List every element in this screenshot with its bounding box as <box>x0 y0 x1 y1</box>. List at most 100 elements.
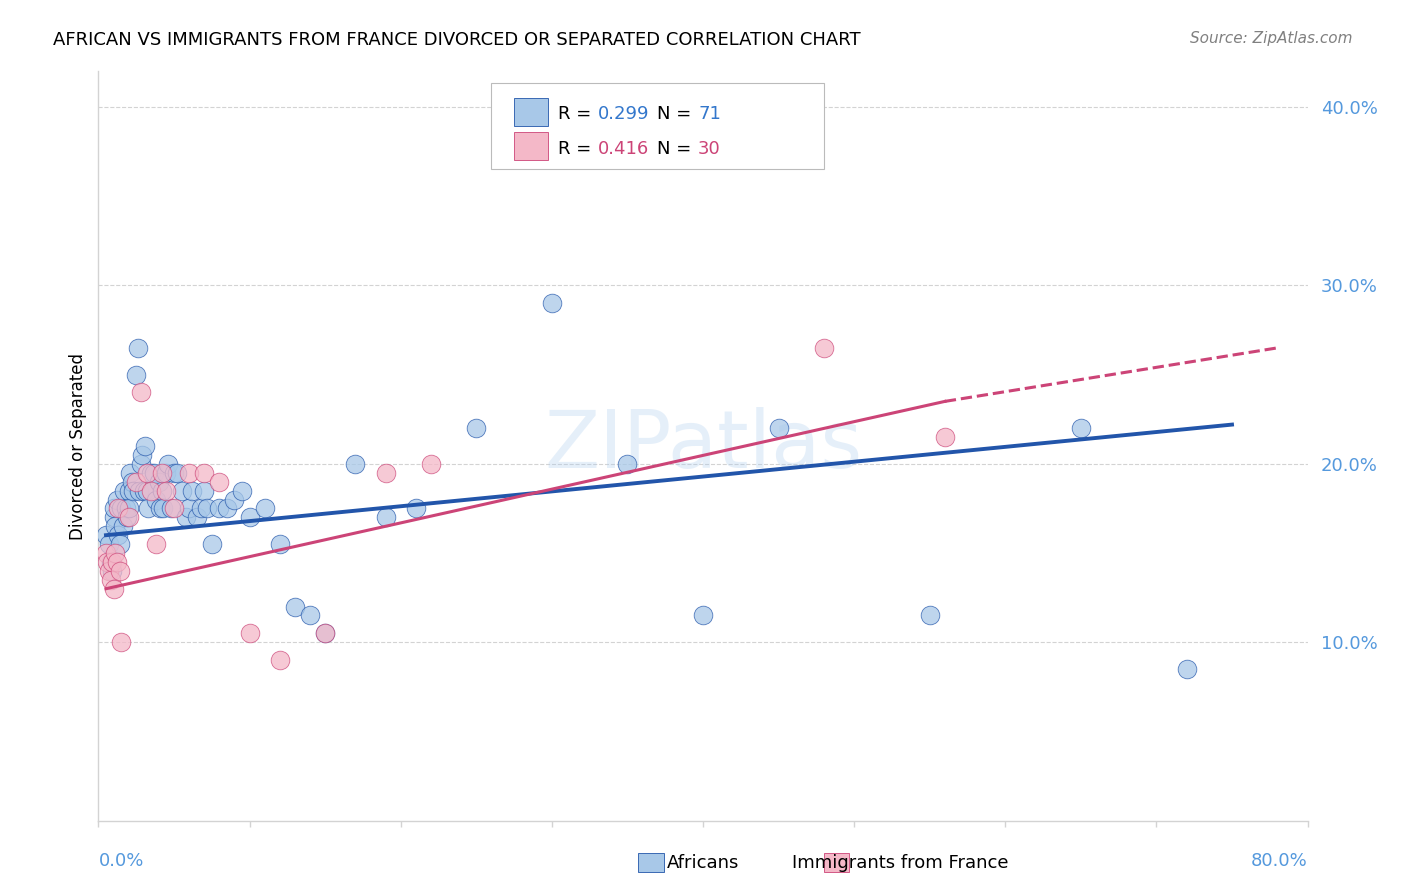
FancyBboxPatch shape <box>492 83 824 169</box>
Point <box>118 510 141 524</box>
FancyBboxPatch shape <box>515 97 548 126</box>
Text: 80.0%: 80.0% <box>1251 852 1308 870</box>
Point <box>94 528 117 542</box>
Point <box>768 421 790 435</box>
Text: 0.0%: 0.0% <box>98 852 143 870</box>
Point <box>156 457 179 471</box>
Point <box>174 510 197 524</box>
Point <box>110 501 132 516</box>
Point <box>148 475 170 489</box>
Text: N =: N = <box>657 105 697 123</box>
FancyBboxPatch shape <box>824 853 849 872</box>
FancyBboxPatch shape <box>638 853 664 872</box>
Point <box>150 483 173 498</box>
Point <box>101 555 124 569</box>
Point <box>145 492 167 507</box>
Point <box>104 546 127 560</box>
Point <box>128 483 150 498</box>
Point <box>231 483 253 498</box>
Point <box>111 519 134 533</box>
Point <box>96 555 118 569</box>
Point <box>141 483 163 498</box>
Point <box>107 501 129 516</box>
Point <box>163 501 186 516</box>
Point <box>149 501 172 516</box>
Point <box>100 573 122 587</box>
Point <box>201 537 224 551</box>
Point <box>253 501 276 516</box>
Point <box>374 466 396 480</box>
Point <box>101 564 124 578</box>
Point <box>269 537 291 551</box>
Point <box>208 501 231 516</box>
Text: 71: 71 <box>699 105 721 123</box>
Point <box>195 501 218 516</box>
Point <box>344 457 367 471</box>
Point <box>125 475 148 489</box>
Point <box>108 564 131 578</box>
Text: 30: 30 <box>699 139 721 158</box>
Point <box>181 483 204 498</box>
Point <box>136 501 159 516</box>
Point <box>166 466 188 480</box>
Point <box>813 341 835 355</box>
Point <box>193 483 215 498</box>
Point <box>465 421 488 435</box>
Point <box>110 635 132 649</box>
Point <box>299 608 322 623</box>
Point <box>112 483 135 498</box>
Point <box>239 510 262 524</box>
Point <box>224 492 246 507</box>
Point <box>374 510 396 524</box>
Point <box>918 608 941 623</box>
Point <box>155 466 177 480</box>
Point <box>170 483 193 498</box>
Point <box>135 466 157 480</box>
FancyBboxPatch shape <box>515 132 548 161</box>
Point <box>129 385 152 400</box>
Point <box>179 466 201 480</box>
Point <box>104 519 127 533</box>
Point <box>125 368 148 382</box>
Text: Africans: Africans <box>666 855 740 872</box>
Y-axis label: Divorced or Separated: Divorced or Separated <box>69 352 87 540</box>
Point <box>122 483 145 498</box>
Point <box>135 483 157 498</box>
Point <box>934 430 956 444</box>
Text: AFRICAN VS IMMIGRANTS FROM FRANCE DIVORCED OR SEPARATED CORRELATION CHART: AFRICAN VS IMMIGRANTS FROM FRANCE DIVORC… <box>53 31 860 49</box>
Point <box>103 501 125 516</box>
Point <box>115 510 138 524</box>
Point <box>314 626 336 640</box>
Text: R =: R = <box>558 139 598 158</box>
Text: Source: ZipAtlas.com: Source: ZipAtlas.com <box>1189 31 1353 46</box>
Point <box>186 510 208 524</box>
Point <box>143 466 166 480</box>
Point <box>118 483 141 498</box>
Point <box>103 510 125 524</box>
Point <box>98 564 121 578</box>
Point <box>193 466 215 480</box>
Point <box>150 466 173 480</box>
Point <box>314 626 336 640</box>
Point <box>239 626 262 640</box>
Text: 0.299: 0.299 <box>598 105 650 123</box>
Point <box>160 501 183 516</box>
Point <box>163 466 186 480</box>
Point <box>100 555 122 569</box>
Point <box>121 475 143 489</box>
Point <box>215 501 238 516</box>
Point <box>129 457 152 471</box>
Text: ZIPatlas: ZIPatlas <box>544 407 862 485</box>
Point <box>132 483 155 498</box>
Point <box>420 457 443 471</box>
Point <box>208 475 231 489</box>
Point <box>114 501 136 516</box>
Text: N =: N = <box>657 139 697 158</box>
Point <box>152 501 174 516</box>
Point <box>131 448 153 462</box>
Point <box>284 599 307 614</box>
Point <box>179 501 201 516</box>
Point <box>118 501 141 516</box>
Point <box>105 555 128 569</box>
Point <box>134 439 156 453</box>
